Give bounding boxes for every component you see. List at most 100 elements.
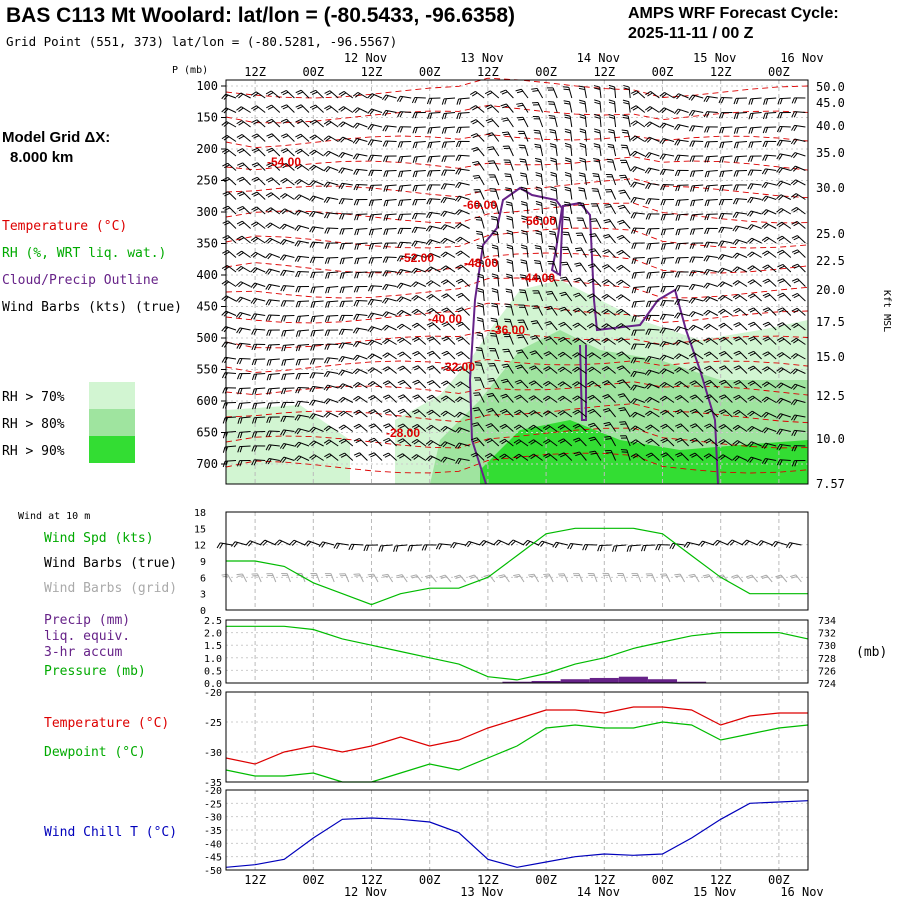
cloud-outline xyxy=(468,186,719,485)
wind-barb-grid-feather xyxy=(221,573,228,576)
wind-barb-feather xyxy=(239,403,243,410)
wind-barb-feather xyxy=(323,384,328,391)
wind-barb-feather xyxy=(718,112,722,119)
wind-barb-feather xyxy=(371,199,374,206)
wind-barb xyxy=(692,170,704,172)
wind-barb xyxy=(402,438,412,447)
wind-barb-feather xyxy=(267,208,274,213)
wind-barb xyxy=(507,348,514,360)
wind-barb-feather xyxy=(616,264,622,269)
wind-barb-feather xyxy=(778,209,784,214)
wind-barb xyxy=(753,293,762,302)
wind-barb xyxy=(724,379,733,389)
wind-barb xyxy=(709,408,719,418)
wind-barb-feather xyxy=(632,121,639,126)
wind-barb-feather xyxy=(385,140,389,147)
wind-barb xyxy=(269,268,280,273)
wind-barb xyxy=(751,441,762,447)
wind-barb-feather xyxy=(535,186,542,190)
wind-barb xyxy=(482,261,485,273)
wind-barb xyxy=(446,336,456,345)
wind-barb-feather xyxy=(572,322,579,327)
wind-barb xyxy=(268,373,280,375)
legend-precip-1: Precip (mm) xyxy=(44,613,130,628)
wind-barb xyxy=(506,117,514,128)
wind-barb xyxy=(388,380,397,389)
wind-barb-feather xyxy=(590,452,597,455)
wind-barb xyxy=(497,275,500,287)
wind-tick-label: 0 xyxy=(200,606,206,617)
wind-barb-feather xyxy=(324,242,328,249)
wind-barb-feather xyxy=(736,112,739,119)
wind-barb xyxy=(539,145,544,157)
wind-barb-feather xyxy=(545,454,551,459)
wind-barb-feather xyxy=(253,313,258,320)
wind-barb xyxy=(327,257,339,259)
pressure-tick-label: 700 xyxy=(196,457,218,471)
wind-barb-feather xyxy=(398,311,404,316)
wind-barb-feather xyxy=(502,365,509,368)
wind-barb-feather xyxy=(367,353,373,359)
wind-barb-feather xyxy=(238,107,244,112)
wind-barb xyxy=(622,379,631,389)
wind-barb-feather xyxy=(717,454,724,459)
wind-barb xyxy=(242,206,251,215)
wind-barb-feather xyxy=(384,381,391,386)
wind-barb xyxy=(753,307,762,316)
wind-barb-grid xyxy=(444,574,452,583)
wind-barb xyxy=(751,237,762,244)
wind-barb-true-feather xyxy=(756,540,762,546)
wind-barb-feather xyxy=(323,197,328,203)
wind-barb-feather xyxy=(371,214,374,221)
wind-barb-feather xyxy=(455,141,460,148)
wind-barb xyxy=(400,155,412,158)
wind-barb-feather xyxy=(662,199,666,206)
wind-barb xyxy=(706,184,718,187)
wind-barb-true-feather xyxy=(262,540,268,546)
wind-barb-feather xyxy=(761,209,767,215)
wind-barb-feather xyxy=(266,118,273,123)
wind-barb-feather xyxy=(761,381,768,386)
wind-barb-feather xyxy=(675,229,679,236)
wind-barb-grid xyxy=(708,574,715,583)
rh70-swatch xyxy=(89,382,135,409)
wind-barb-feather xyxy=(615,279,622,284)
wind-barb-feather xyxy=(564,114,571,117)
wind-barb-grid xyxy=(401,574,408,583)
precip-tick-label: 1.0 xyxy=(204,654,222,665)
wind-barb-feather xyxy=(252,268,258,274)
wind-barb-feather xyxy=(603,295,610,300)
wind-barb-feather xyxy=(396,255,401,262)
wind-barb-feather xyxy=(310,89,316,94)
wind-barb xyxy=(268,344,280,346)
wind-barb-feather xyxy=(746,441,752,447)
wind-barb-feather xyxy=(764,323,771,327)
wind-barb xyxy=(724,394,733,403)
wind-barb-feather xyxy=(779,280,785,284)
wind-barb-feather xyxy=(559,338,566,343)
wind-barb-feather xyxy=(251,417,255,424)
wind-barb-feather xyxy=(579,128,586,132)
wind-barb-feather xyxy=(559,323,566,327)
wind-barb-true-feather xyxy=(233,542,238,548)
wind-barb-feather xyxy=(454,195,460,202)
wind-barb xyxy=(723,439,733,447)
wind-barb-feather xyxy=(476,244,483,248)
wind-barb xyxy=(400,184,412,187)
wind-barb-feather xyxy=(382,394,389,398)
wind-barb-feather xyxy=(427,156,430,163)
wind-barb-feather xyxy=(251,328,255,335)
bottom-date-label: 14 Nov xyxy=(577,885,620,899)
wind-barb-feather xyxy=(704,423,711,427)
wind-barb-feather xyxy=(309,454,315,459)
wind-barb xyxy=(592,308,602,316)
wind-barb-feather xyxy=(399,381,406,385)
wind-barb xyxy=(385,228,397,230)
wind-barb-feather xyxy=(235,312,241,318)
wind-barb-grid xyxy=(344,573,350,583)
wind-barb-feather xyxy=(776,428,781,435)
wind-barb xyxy=(386,324,397,331)
wind-barb-true xyxy=(760,540,773,546)
wind-barb-feather xyxy=(603,367,610,372)
wind-barb xyxy=(613,130,617,142)
